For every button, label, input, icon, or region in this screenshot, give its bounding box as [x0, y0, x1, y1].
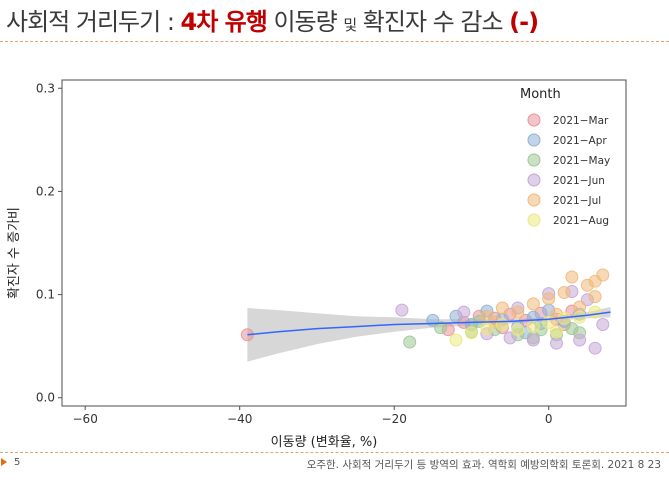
scatter-chart: −60 −40 −20 0 0.0 0.1 0.2 0.3 이동량 (변화율, %) 확진자 수 …: [7, 79, 627, 450]
data-point: [596, 318, 610, 331]
legend-key: [527, 153, 541, 167]
x-axis-label: 이동량 (변화율, %): [271, 435, 378, 450]
legend-label: 2021−May: [553, 155, 610, 167]
x-tick-label: −20: [382, 412, 407, 426]
footer-divider: [0, 452, 669, 453]
data-point: [550, 336, 563, 350]
title-highlight: 4차 유행: [180, 8, 268, 36]
data-point: [588, 341, 602, 355]
y-tick-label: 0.0: [36, 391, 55, 405]
y-axis-label: 확진자 수 증가비: [7, 207, 22, 299]
legend-key: [527, 113, 541, 127]
legend-key: [527, 173, 541, 187]
y-tick-label: 0.1: [36, 288, 55, 302]
page-number: 5: [14, 457, 21, 468]
legend-key: [527, 133, 541, 147]
x-tick-label: −40: [227, 412, 252, 426]
data-point: [511, 323, 525, 337]
data-point: [457, 305, 471, 319]
title-part2: 이동량: [266, 8, 344, 36]
slide-title: 사회적 거리두기 : 4차 유행 이동량 및 확진자 수 감소 (-): [6, 2, 539, 40]
data-point: [550, 325, 563, 339]
title-sign: (-): [509, 8, 539, 36]
data-point: [542, 292, 556, 306]
data-point: [465, 326, 478, 340]
data-point: [403, 335, 417, 349]
data-point: [395, 303, 409, 317]
data-point: [449, 333, 463, 347]
data-point: [503, 331, 517, 345]
data-point: [495, 301, 509, 315]
legend-label: 2021−Jul: [553, 195, 601, 207]
title-connector: 및: [343, 16, 357, 34]
title-part3: 확진자 수 감소: [356, 8, 510, 36]
smooth-line: [247, 311, 611, 336]
data-point: [573, 333, 587, 347]
y-tick-label: 0.2: [36, 184, 55, 198]
x-tick-label: −60: [73, 412, 98, 426]
data-point: [511, 305, 525, 319]
data-point: [588, 305, 602, 319]
data-point: [565, 322, 579, 336]
legend-title: Month: [520, 87, 561, 102]
legend-label: 2021−Aug: [553, 215, 609, 227]
data-point: [434, 321, 448, 335]
legend-label: 2021−Jun: [553, 175, 605, 187]
data-point: [480, 322, 494, 336]
data-point: [526, 320, 540, 334]
legend-key: [527, 193, 541, 207]
data-point: [526, 333, 540, 347]
y-tick-label: 0.3: [36, 81, 55, 95]
legend-key: [527, 213, 541, 227]
x-tick-label: 0: [545, 412, 553, 426]
data-point: [526, 297, 540, 311]
title-part1: 사회적 거리두기 :: [6, 8, 181, 36]
data-point: [565, 270, 579, 284]
data-point: [588, 290, 602, 304]
title-divider: [0, 41, 669, 42]
page-bullet-icon: [1, 458, 7, 466]
citation: 오주한. 사회적 거리두기 등 방역의 효과. 역학회 예방의학회 토론회. 2…: [306, 459, 661, 471]
legend-label: 2021−Apr: [553, 135, 607, 147]
data-point: [557, 286, 571, 299]
data-point: [573, 310, 587, 324]
data-point: [596, 268, 610, 282]
legend-label: 2021−Mar: [553, 115, 609, 127]
data-point: [495, 318, 509, 331]
plot-panel: [61, 79, 627, 407]
